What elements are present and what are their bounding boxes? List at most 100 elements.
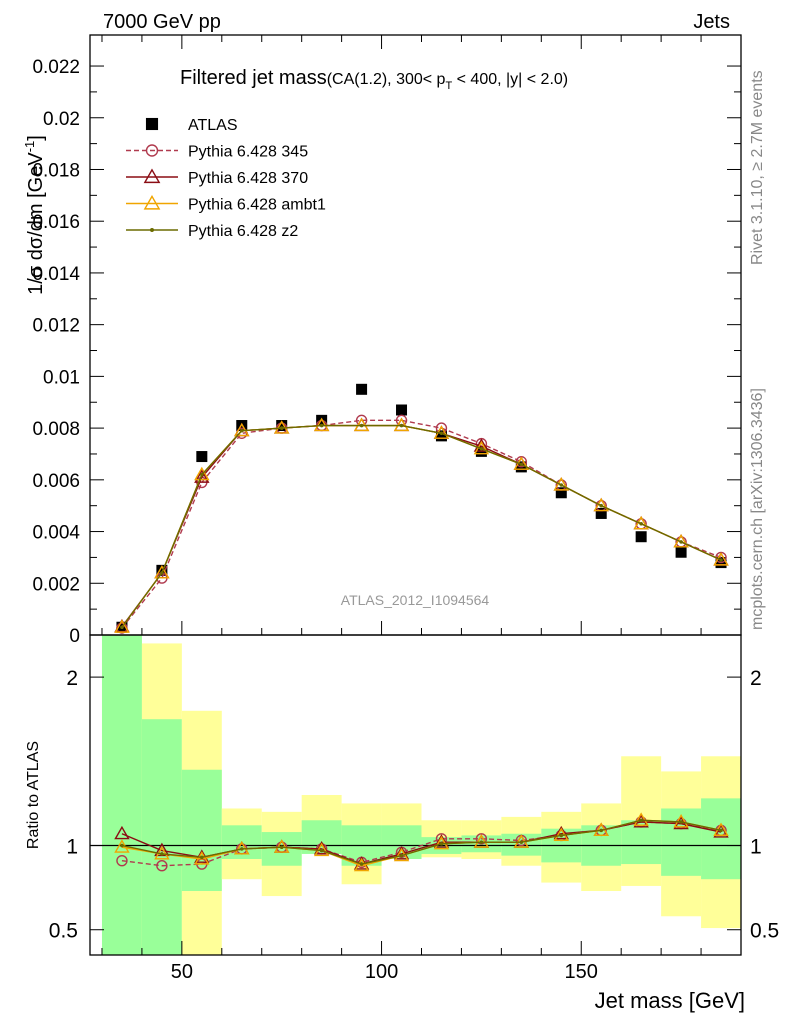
axes-ticks: 0 0.002 0.004 0.006 0.008 0.01 0.012 0.014 0.016… (32, 35, 779, 983)
main-point-pythia-6-428-ambt1 (593, 497, 609, 512)
ratio-line-pythia-6-428-z2 (121, 819, 722, 865)
ratio-y-axis-label: Ratio to ATLAS (25, 741, 42, 849)
x-tick-label: 50 (171, 961, 193, 983)
ratio-point-pythia-6-428-ambt1 (194, 851, 210, 865)
ratio-plot-frame (89, 634, 742, 956)
main-line-pythia-6-428-z2 (121, 424, 722, 628)
ratio-y-tick-label-right: 1 (750, 836, 762, 859)
main-point-pythia-6-428-z2 (279, 426, 284, 430)
ratio-point-pythia-6-428-z2 (279, 845, 284, 850)
ratio-point-pythia-6-428-z2 (599, 828, 604, 833)
ratio-point-pythia-6-428-370 (393, 846, 410, 860)
ratio-point-pythia-6-428-370 (713, 824, 729, 838)
ratio-point-pythia-6-428-z2 (639, 818, 643, 823)
ratio-y-tick-label: 1 (66, 836, 78, 859)
ratio-point-pythia-6-428-z2 (319, 848, 324, 853)
ratio-point-pythia-6-428-z2 (679, 820, 683, 824)
legend-label-atlas: ATLAS (188, 117, 238, 134)
ylabel-b: -1 (22, 141, 37, 153)
stat-uncertainty-band (701, 798, 741, 880)
ratio-y-tick-label-right: 0.5 (750, 920, 779, 943)
main-plot-series (114, 383, 729, 634)
main-y-tick-label: 0.02 (43, 109, 80, 130)
ratio-point-pythia-6-428-370 (114, 825, 130, 840)
ratio-point-pythia-6-428-ambt1 (473, 834, 490, 848)
ratio-point-pythia-6-428-370 (433, 834, 450, 848)
main-point-pythia-6-428-ambt1 (313, 417, 330, 432)
ratio-point-pythia-6-428-z2 (399, 853, 404, 858)
legend-label-pythia-6-428-345: Pythia 6.428 345 (188, 144, 308, 161)
main-point-pythia-6-428-z2 (120, 625, 124, 630)
main-y-tick-label: 0.006 (32, 471, 80, 492)
ylabel-c: ] (25, 135, 47, 141)
main-point-pythia-6-428-z2 (479, 446, 484, 451)
ratio-point-pythia-6-428-z2 (719, 828, 723, 833)
main-point-atlas (595, 507, 607, 519)
ratio-point-pythia-6-428-z2 (120, 843, 124, 848)
x-tick-label: 100 (365, 961, 398, 983)
stat-uncertainty-band (661, 808, 702, 876)
main-y-tick-label: 0.002 (32, 574, 80, 595)
main-point-pythia-6-428-370 (194, 469, 210, 483)
main-point-pythia-6-428-370 (473, 438, 490, 452)
ratio-point-pythia-6-428-z2 (439, 842, 444, 846)
main-y-tick-label: 0.018 (32, 160, 80, 181)
legend-marker-pythia-6-428-ambt1 (143, 194, 161, 210)
main-point-pythia-6-428-z2 (319, 423, 324, 428)
stat-uncertainty-band (181, 769, 222, 891)
analysis-watermark: ATLAS_2012_I1094564 (341, 592, 490, 608)
main-y-tick-label: 0.01 (43, 367, 80, 388)
title-sub-c: < 400, |y| < 2.0) (452, 71, 568, 88)
main-point-atlas (356, 383, 368, 395)
legend-label-pythia-6-428-370: Pythia 6.428 370 (188, 170, 308, 187)
main-point-atlas (196, 451, 208, 463)
main-point-pythia-6-428-ambt1 (553, 477, 569, 491)
main-y-tick-label: 0.014 (32, 264, 80, 285)
ratio-plot-series (114, 812, 729, 872)
ratio-point-pythia-6-428-z2 (239, 847, 244, 851)
ratio-point-pythia-6-428-345 (156, 860, 168, 872)
main-point-pythia-6-428-z2 (559, 483, 564, 487)
title-sub-b: T (445, 80, 452, 92)
main-point-atlas (675, 546, 687, 558)
stat-uncertainty-band (141, 719, 182, 955)
ratio-point-pythia-6-428-ambt1 (353, 857, 370, 872)
main-y-tick-label: 0.016 (32, 212, 80, 233)
ratio-uncertainty-bands (101, 635, 741, 955)
title-main: Filtered jet mass (180, 67, 327, 89)
main-point-pythia-6-428-z2 (519, 462, 524, 467)
ratio-point-pythia-6-428-z2 (359, 862, 364, 866)
main-y-tick-label: 0.008 (32, 419, 80, 440)
ylabel-a: 1/σ dσ/dm [GeV (25, 152, 47, 295)
main-point-pythia-6-428-ambt1 (353, 417, 370, 432)
ratio-point-pythia-6-428-345 (116, 854, 128, 867)
ratio-y-tick-label: 2 (66, 667, 78, 690)
main-line-pythia-6-428-345 (121, 419, 722, 629)
ratio-point-pythia-6-428-z2 (559, 833, 564, 838)
title-sub-a: (CA(1.2), 300< p (327, 71, 446, 88)
ratio-point-pythia-6-428-ambt1 (273, 839, 290, 853)
ratio-point-pythia-6-428-z2 (160, 852, 164, 856)
header-left: 7000 GeV pp (103, 11, 221, 33)
stat-uncertainty-band (101, 635, 142, 955)
legend-label-pythia-6-428-z2: Pythia 6.428 z2 (188, 223, 298, 240)
header-right: Jets (693, 11, 730, 33)
main-point-pythia-6-428-ambt1 (393, 417, 410, 432)
main-point-pythia-6-428-z2 (160, 571, 164, 575)
main-point-pythia-6-428-z2 (200, 472, 204, 477)
main-point-pythia-6-428-z2 (719, 558, 723, 562)
rivet-version-text: Rivet 3.1.10, ≥ 2.7M events (749, 70, 766, 265)
main-point-pythia-6-428-z2 (679, 540, 683, 544)
main-y-tick-label: 0.022 (32, 57, 80, 78)
legend-marker-atlas (145, 117, 159, 131)
main-point-atlas (276, 420, 288, 432)
legend: ATLAS Pythia 6.428 345 Pythia 6.428 370 Pyt… (126, 117, 326, 240)
main-y-tick-label: 0.012 (32, 316, 80, 337)
main-point-pythia-6-428-ambt1 (194, 466, 210, 481)
main-y-axis-label: 1/σ dσ/dm [GeV-1] (22, 135, 47, 295)
ratio-y-tick-label: 0.5 (49, 920, 78, 943)
main-point-pythia-6-428-z2 (399, 423, 404, 428)
chart-title: Filtered jet mass(CA(1.2), 300< pT < 400… (180, 67, 568, 92)
main-point-pythia-6-428-z2 (639, 521, 643, 526)
